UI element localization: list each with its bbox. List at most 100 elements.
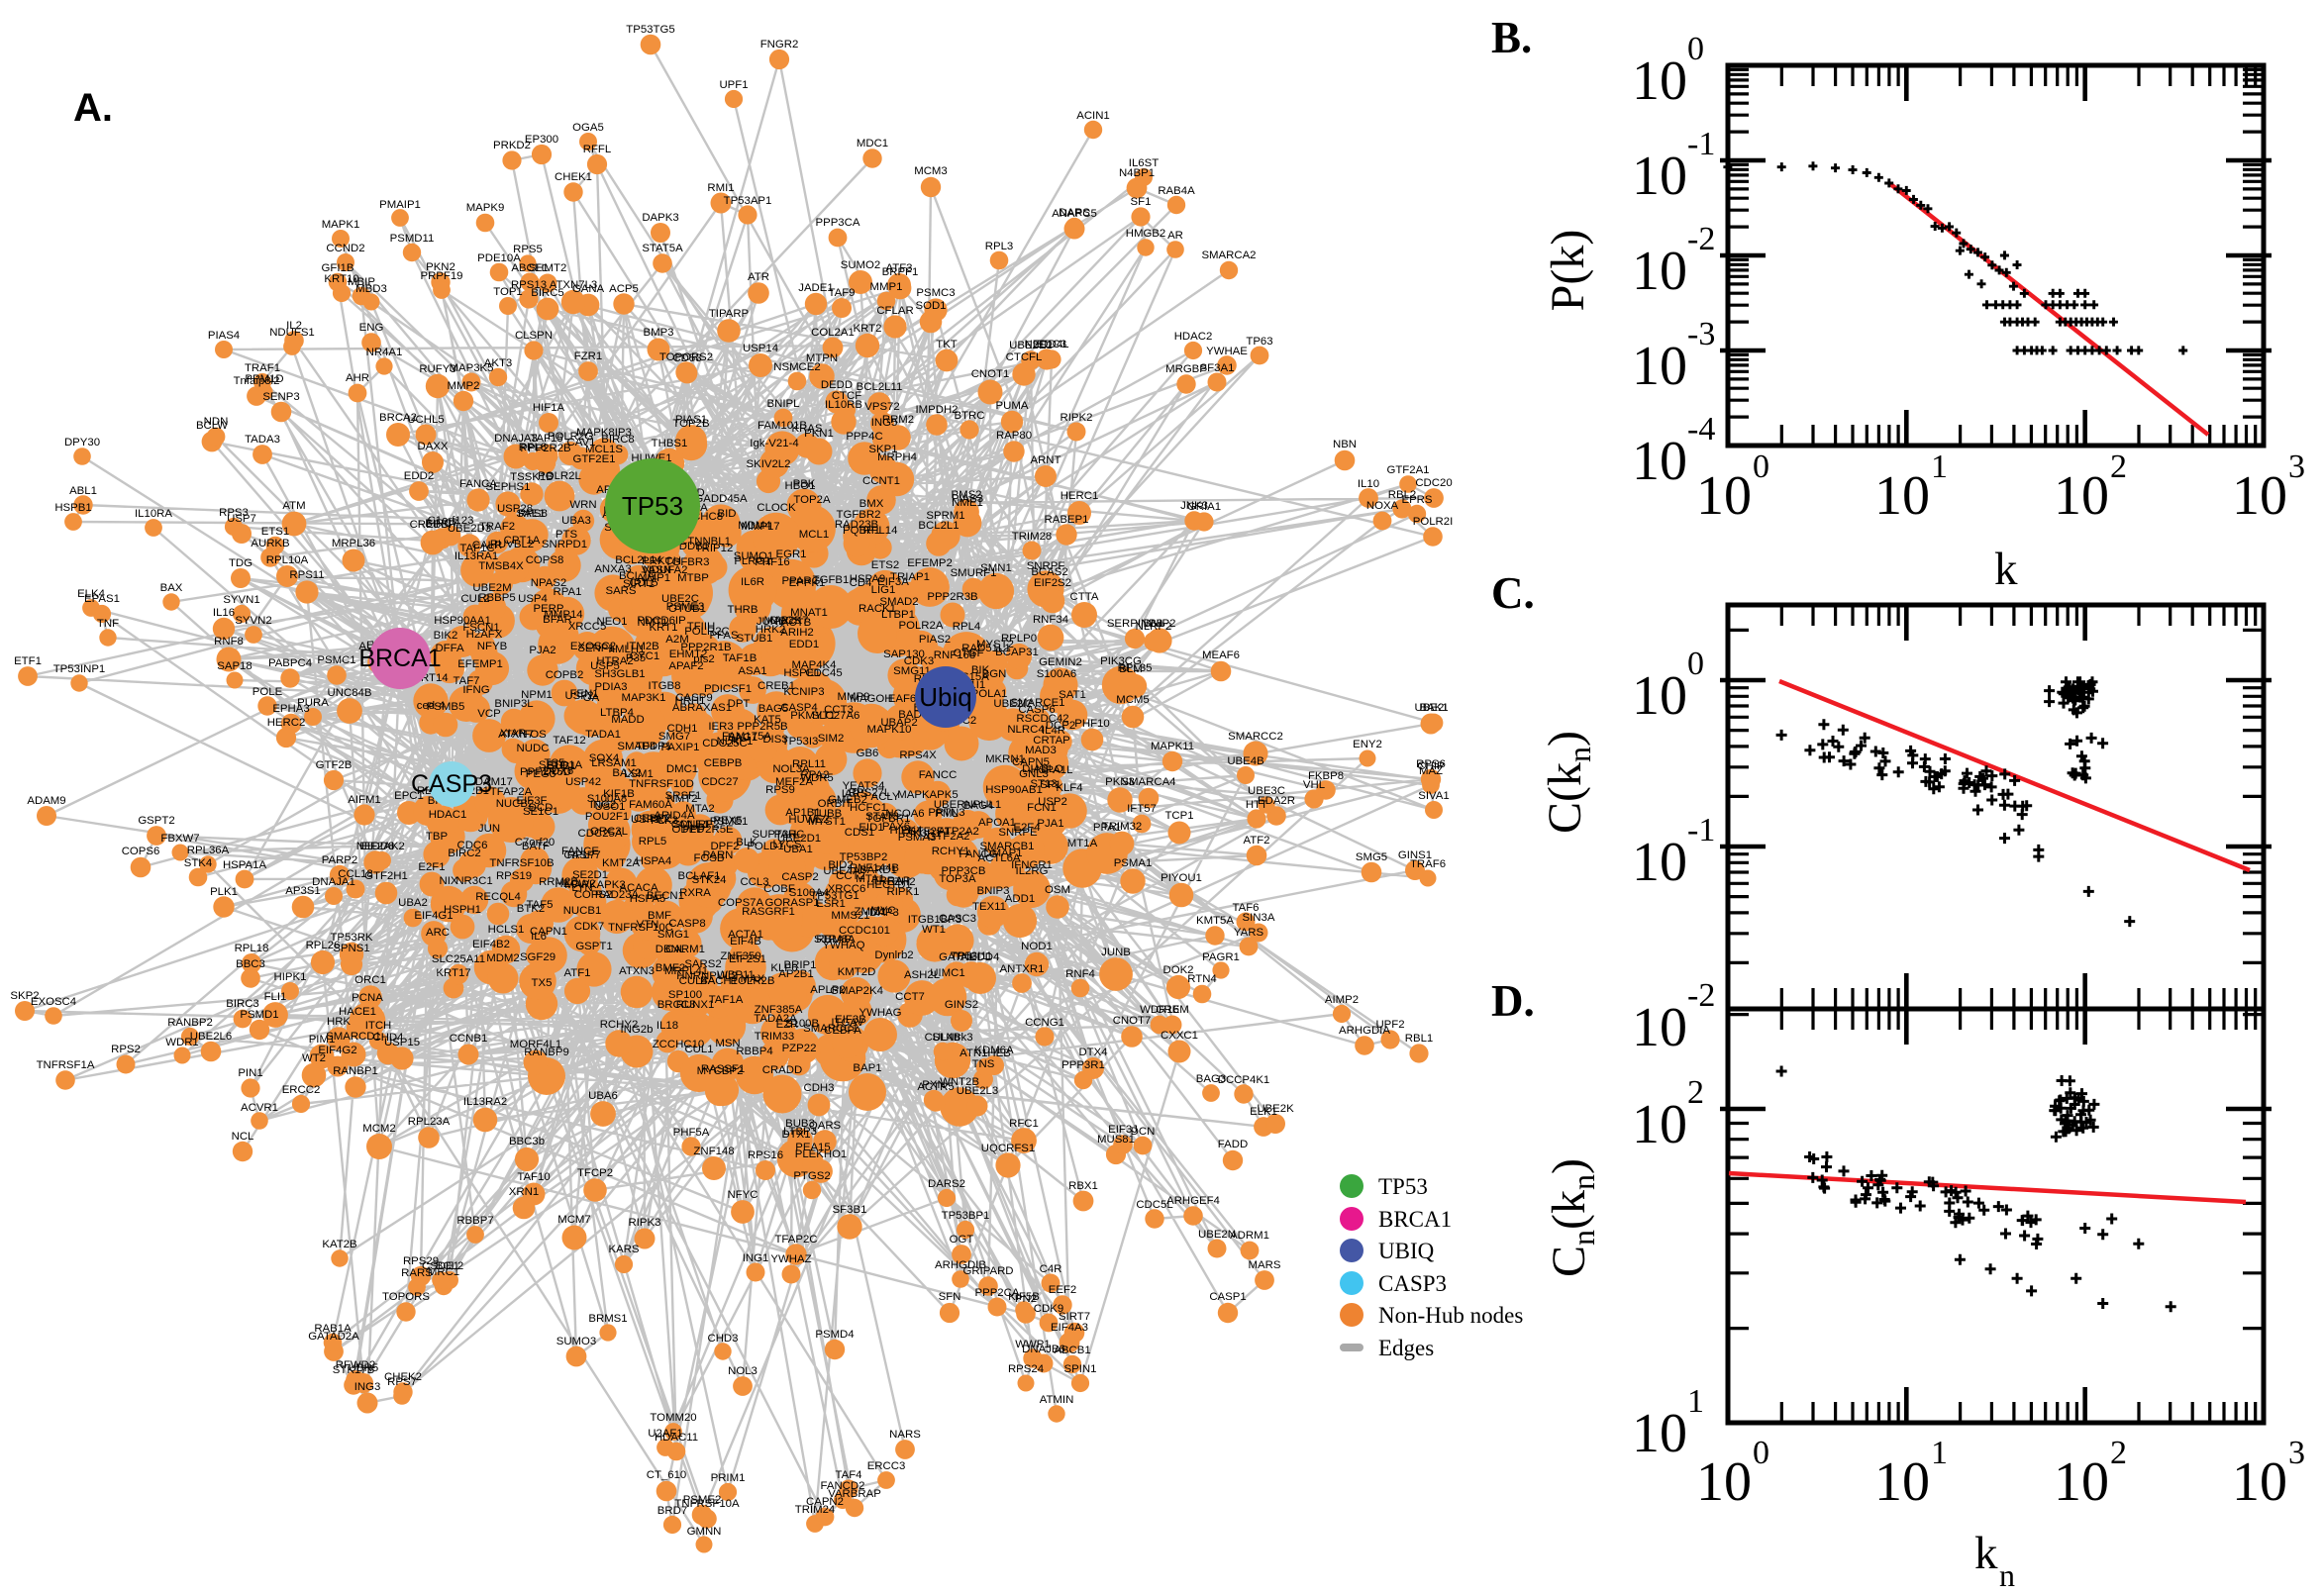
svg-text:BATF: BATF (522, 841, 550, 852)
svg-text:PIAS2: PIAS2 (919, 634, 951, 646)
svg-text:AP3S1: AP3S1 (285, 885, 320, 897)
svg-text:MAGOH: MAGOH (850, 693, 892, 705)
svg-text:BAX2: BAX2 (612, 767, 641, 779)
svg-text:CALR: CALR (472, 540, 502, 551)
svg-text:SIRT7: SIRT7 (1059, 1311, 1090, 1323)
svg-text:MTPN: MTPN (806, 352, 838, 364)
svg-text:MAP3K1: MAP3K1 (622, 692, 666, 704)
svg-text:CAV1: CAV1 (567, 437, 596, 449)
svg-text:CCNE1: CCNE1 (671, 819, 710, 831)
svg-text:NDUFS1: NDUFS1 (269, 327, 315, 339)
svg-text:IARS: IARS (842, 788, 868, 800)
svg-text:PEG3: PEG3 (526, 768, 556, 780)
svg-text:PPP2R5E: PPP2R5E (682, 824, 734, 836)
svg-text:GMNN: GMNN (687, 1526, 722, 1538)
svg-text:MBD3: MBD3 (355, 283, 387, 295)
svg-text:TRIM33: TRIM33 (755, 1031, 795, 1043)
svg-text:UBE2K: UBE2K (1257, 1103, 1294, 1115)
svg-text:DARS: DARS (1059, 207, 1090, 219)
svg-text:UIMC1: UIMC1 (930, 967, 964, 979)
svg-text:RSCDC42: RSCDC42 (1016, 713, 1068, 725)
svg-text:ANTXR1: ANTXR1 (1000, 963, 1045, 975)
svg-text:DTX1: DTX1 (781, 1129, 810, 1141)
svg-text:YWHAZ: YWHAZ (770, 1253, 811, 1265)
svg-text:IL16: IL16 (213, 607, 235, 619)
svg-text:RPS7: RPS7 (387, 1376, 417, 1388)
svg-text:SGF29: SGF29 (520, 951, 556, 963)
svg-text:GNL3: GNL3 (1019, 768, 1049, 780)
svg-text:C.: C. (1491, 568, 1535, 618)
svg-text:DCP2: DCP2 (1046, 720, 1075, 732)
svg-text:USP10: USP10 (631, 814, 666, 826)
svg-text:SYVN2: SYVN2 (235, 615, 271, 627)
svg-text:RMI1: RMI1 (707, 182, 734, 194)
svg-text:KMT2A: KMT2A (602, 857, 640, 869)
svg-text:2: 2 (2110, 1435, 2127, 1471)
svg-text:ACACA: ACACA (619, 882, 658, 894)
svg-text:TOP2B: TOP2B (672, 418, 709, 430)
svg-text:SPIN1: SPIN1 (1064, 1363, 1097, 1375)
svg-text:RFC1: RFC1 (1009, 1118, 1039, 1130)
svg-text:BIK2: BIK2 (434, 630, 458, 642)
svg-text:PUMA: PUMA (996, 400, 1029, 412)
svg-text:DAP3: DAP3 (869, 907, 899, 919)
svg-text:C(kn): C(kn) (1539, 731, 1597, 834)
svg-text:EDA2R: EDA2R (1258, 795, 1295, 807)
svg-text:HDAC11: HDAC11 (655, 1432, 698, 1444)
svg-text:GFI1B: GFI1B (322, 262, 354, 274)
svg-text:TAF1C: TAF1C (459, 543, 494, 554)
svg-text:IL4R: IL4R (1042, 725, 1065, 737)
svg-text:PKN2: PKN2 (426, 261, 455, 273)
svg-text:ITGB8: ITGB8 (649, 680, 681, 692)
svg-text:10: 10 (1632, 997, 1687, 1058)
svg-text:ELK4: ELK4 (77, 588, 105, 600)
svg-text:ASA1: ASA1 (738, 665, 766, 677)
svg-text:TOPORS2: TOPORS2 (659, 351, 713, 363)
svg-text:BCL2L1: BCL2L1 (918, 520, 959, 532)
svg-text:PIYOU1: PIYOU1 (1161, 872, 1202, 884)
svg-text:BRCC3: BRCC3 (657, 999, 696, 1011)
svg-text:DARS2: DARS2 (928, 1178, 965, 1190)
svg-text:MDM4: MDM4 (738, 520, 771, 532)
svg-text:VARBRAP: VARBRAP (828, 1488, 881, 1500)
svg-text:MAPK10: MAPK10 (867, 724, 912, 736)
svg-text:SMAD4: SMAD4 (617, 741, 656, 752)
svg-text:HSPE1: HSPE1 (783, 667, 820, 679)
svg-text:SMARCB1: SMARCB1 (979, 841, 1034, 852)
svg-text:ATN1HEB: ATN1HEB (960, 1047, 1011, 1059)
svg-text:ITGB1BP3: ITGB1BP3 (908, 914, 961, 926)
svg-text:IL6R: IL6R (741, 576, 764, 588)
svg-text:RPL36A: RPL36A (187, 845, 230, 856)
svg-text:DIABLO: DIABLO (1022, 763, 1063, 775)
svg-text:GMAP2K4: GMAP2K4 (830, 985, 883, 997)
svg-text:AP1B1: AP1B1 (785, 807, 820, 819)
svg-text:CCT2: CCT2 (836, 870, 865, 882)
svg-text:SAP130: SAP130 (883, 648, 925, 660)
svg-text:Dynlrb2: Dynlrb2 (874, 949, 913, 961)
svg-text:FAM101B: FAM101B (758, 420, 807, 432)
svg-text:XRN1: XRN1 (509, 1186, 539, 1198)
svg-text:GEMIN2: GEMIN2 (1039, 656, 1082, 668)
svg-text:STK17B: STK17B (333, 1364, 374, 1376)
svg-text:GTF2F1: GTF2F1 (908, 826, 950, 838)
svg-text:MCM7: MCM7 (557, 1214, 591, 1226)
svg-text:HSPA5: HSPA5 (630, 893, 666, 905)
svg-text:STUB1: STUB1 (737, 633, 773, 645)
svg-text:KMT2D: KMT2D (838, 966, 876, 978)
svg-text:PSMD1: PSMD1 (240, 1009, 278, 1021)
svg-text:PIAS4: PIAS4 (208, 330, 240, 342)
svg-text:TGFBR3: TGFBR3 (665, 556, 710, 568)
svg-text:Tnfaip8l2: Tnfaip8l2 (234, 375, 280, 387)
svg-text:RABEP1: RABEP1 (1045, 514, 1089, 526)
svg-text:BFAR: BFAR (543, 614, 572, 626)
svg-text:ETS2: ETS2 (871, 559, 900, 571)
svg-text:PARN: PARN (703, 849, 734, 861)
svg-text:BCAS2: BCAS2 (1031, 566, 1067, 578)
svg-text:POLD1: POLD1 (747, 841, 783, 852)
svg-text:CCL18: CCL18 (338, 868, 372, 880)
svg-text:UBA6: UBA6 (588, 1090, 618, 1102)
svg-text:EPAS1: EPAS1 (84, 593, 120, 605)
svg-text:HCFC1: HCFC1 (850, 802, 887, 814)
svg-text:SRSF1: SRSF1 (665, 790, 702, 802)
svg-text:10: 10 (1632, 50, 1687, 112)
